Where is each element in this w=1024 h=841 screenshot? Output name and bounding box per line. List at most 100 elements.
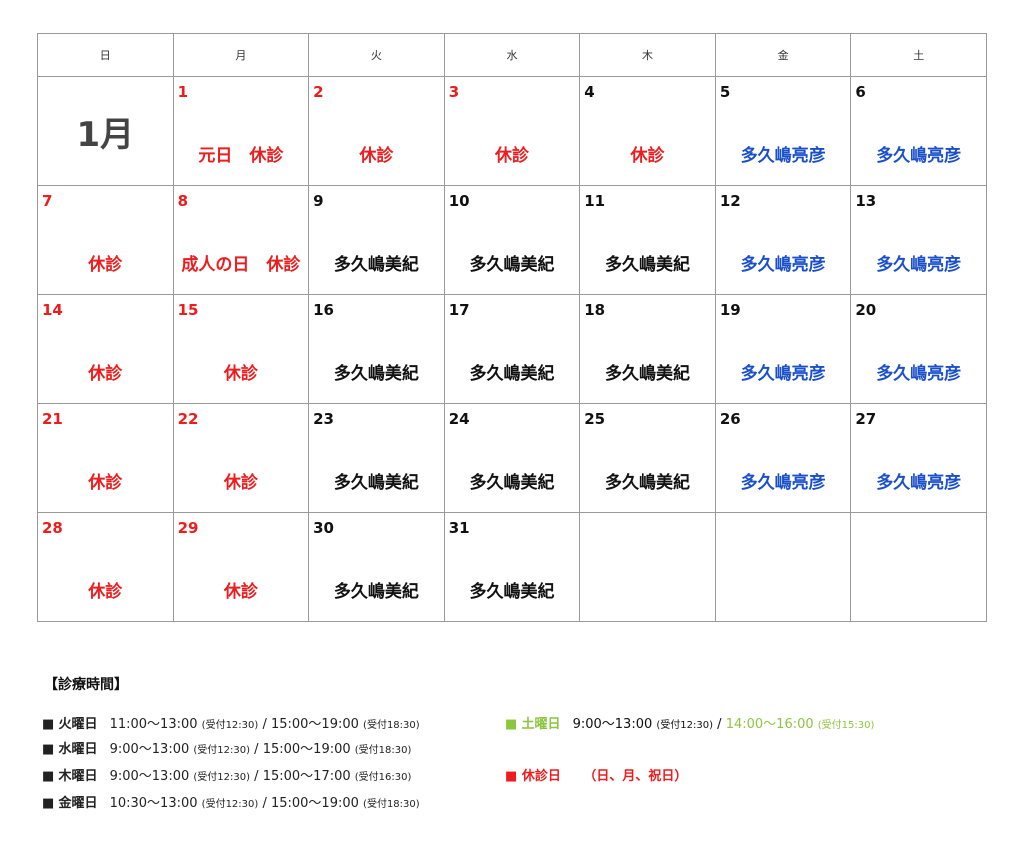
day-cell: 18 多久嶋美紀 xyxy=(579,294,716,404)
day-note: 多久嶋亮彦 xyxy=(740,364,826,384)
day-cell: 16 多久嶋美紀 xyxy=(308,294,445,404)
day-note: 多久嶋美紀 xyxy=(333,364,419,384)
day-note: 多久嶋美紀 xyxy=(605,255,691,275)
day-note: 多久嶋美紀 xyxy=(333,582,419,602)
day-number: 11 xyxy=(584,192,606,210)
day-note: 成人の日 休診 xyxy=(181,255,301,275)
tue-sep: / xyxy=(262,717,267,732)
hours-row-closed: ■ 休診日 （日、月、祝日） xyxy=(505,765,687,784)
day-number: 18 xyxy=(584,301,606,319)
day-number: 12 xyxy=(719,192,741,210)
day-cell: 11 多久嶋美紀 xyxy=(579,185,716,295)
calendar-table: 日 月 火 水 木 金 土 1月 1 元日 休診 2 休診 3 休診 4 休診 5 多久嶋亮彦 6 多久… xyxy=(37,33,987,622)
day-note: 休診 xyxy=(359,146,394,166)
day-note: 多久嶋亮彦 xyxy=(876,364,962,384)
fri-slot1: 10:30～13:00 xyxy=(109,796,198,811)
day-number: 19 xyxy=(719,301,741,319)
day-note: 休診 xyxy=(223,364,258,384)
day-note: 多久嶋美紀 xyxy=(469,255,555,275)
day-note: 多久嶋美紀 xyxy=(605,473,691,493)
wed-rec1: (受付12:30) xyxy=(193,745,251,756)
tue-rec2: (受付18:30) xyxy=(363,720,420,731)
fri-marker: ■ xyxy=(42,796,55,811)
day-note: 元日 休診 xyxy=(198,146,284,166)
wed-rec2: (受付18:30) xyxy=(354,745,412,756)
empty-day-cell xyxy=(850,512,987,622)
day-number: 21 xyxy=(42,410,63,428)
weekday-header-row: 日 月 火 水 木 金 土 xyxy=(37,33,987,77)
thu-marker: ■ xyxy=(42,769,55,784)
sat-slot2: 14:00～16:00 xyxy=(725,717,814,732)
day-cell: 17 多久嶋美紀 xyxy=(443,294,581,404)
day-cell: 6 多久嶋亮彦 xyxy=(850,76,987,186)
day-number: 23 xyxy=(313,410,334,428)
day-note: 多久嶋亮彦 xyxy=(740,255,826,275)
day-cell: 31 多久嶋美紀 xyxy=(443,512,581,622)
day-number: 7 xyxy=(42,192,53,210)
day-cell: 14 休診 xyxy=(37,294,174,404)
day-note: 休診 xyxy=(88,255,123,275)
day-number: 8 xyxy=(177,192,188,210)
day-number: 13 xyxy=(855,192,877,210)
sat-rec1: (受付12:30) xyxy=(656,720,714,731)
day-cell: 20 多久嶋亮彦 xyxy=(850,294,987,404)
hours-row-wed: ■ 水曜日 9:00～13:00 (受付12:30) / 15:00～19:00… xyxy=(42,738,411,757)
day-number: 27 xyxy=(855,410,877,428)
sat-marker: ■ xyxy=(505,717,518,732)
hours-row-tue: ■ 火曜日 11:00～13:00 (受付12:30) / 15:00～19:0… xyxy=(42,713,420,732)
hours-row-sat: ■ 土曜日 9:00～13:00 (受付12:30) / 14:00～16:00… xyxy=(505,713,874,732)
calendar-week-row: 28 休診 29 休診 30 多久嶋美紀 31 多久嶋美紀 xyxy=(37,512,987,622)
day-cell: 13 多久嶋亮彦 xyxy=(850,185,987,295)
day-number: 28 xyxy=(42,519,63,537)
calendar-body: 1月 1 元日 休診 2 休診 3 休診 4 休診 5 多久嶋亮彦 6 多久嶋亮彦 7 休診 8 成人の日 休診… xyxy=(37,76,987,622)
day-note: 多久嶋美紀 xyxy=(333,255,419,275)
wed-marker: ■ xyxy=(42,742,55,757)
day-cell: 8 成人の日 休診 xyxy=(172,185,310,295)
day-number: 4 xyxy=(584,83,595,101)
day-cell: 3 休診 xyxy=(443,76,581,186)
wed-sep: / xyxy=(254,742,259,757)
day-cell: 2 休診 xyxy=(308,76,445,186)
day-number: 2 xyxy=(313,83,324,101)
day-number: 22 xyxy=(177,410,199,428)
weekday-mon: 月 xyxy=(172,33,310,77)
thu-rec1: (受付12:30) xyxy=(193,772,251,783)
day-number: 24 xyxy=(448,410,470,428)
fri-slot2: 15:00～19:00 xyxy=(270,796,359,811)
day-note: 休診 xyxy=(88,473,123,493)
day-cell: 19 多久嶋亮彦 xyxy=(714,294,852,404)
day-note: 多久嶋美紀 xyxy=(605,364,691,384)
weekday-fri: 金 xyxy=(714,33,852,77)
day-cell: 26 多久嶋亮彦 xyxy=(714,403,852,513)
weekday-tue: 火 xyxy=(308,33,445,77)
day-cell: 28 休診 xyxy=(37,512,174,622)
day-note: 多久嶋亮彦 xyxy=(876,255,962,275)
month-label: 1月 xyxy=(76,115,135,155)
day-number: 25 xyxy=(584,410,606,428)
day-cell: 15 休診 xyxy=(172,294,310,404)
thu-sep: / xyxy=(254,769,259,784)
day-note: 休診 xyxy=(494,146,529,166)
day-cell: 30 多久嶋美紀 xyxy=(308,512,445,622)
empty-day-cell xyxy=(579,512,716,622)
day-number: 9 xyxy=(313,192,324,210)
closed-marker: ■ xyxy=(505,769,518,784)
day-cell: 27 多久嶋亮彦 xyxy=(850,403,987,513)
day-cell: 21 休診 xyxy=(37,403,174,513)
day-number: 30 xyxy=(313,519,334,537)
day-cell: 29 休診 xyxy=(172,512,310,622)
day-number: 6 xyxy=(855,83,866,101)
thu-slot1: 9:00～13:00 xyxy=(109,769,190,784)
calendar-week-row: 21 休診 22 休診 23 多久嶋美紀 24 多久嶋美紀 25 多久嶋美紀 26 多久嶋亮彦 27 多久… xyxy=(37,403,987,513)
day-note: 多久嶋亮彦 xyxy=(876,473,962,493)
wed-slot1: 9:00～13:00 xyxy=(109,742,190,757)
day-note: 多久嶋美紀 xyxy=(333,473,419,493)
hours-row-fri: ■ 金曜日 10:30～13:00 (受付12:30) / 15:00～19:0… xyxy=(42,792,420,811)
fri-sep: / xyxy=(262,796,267,811)
day-number: 29 xyxy=(177,519,199,537)
day-note: 多久嶋美紀 xyxy=(469,364,555,384)
sat-sep: / xyxy=(717,717,722,732)
hours-row-thu: ■ 木曜日 9:00～13:00 (受付12:30) / 15:00～17:00… xyxy=(42,765,411,784)
day-note: 休診 xyxy=(630,146,665,166)
calendar-week-row: 7 休診 8 成人の日 休診 9 多久嶋美紀 10 多久嶋美紀 11 多久嶋美紀 12 多久嶋亮彦 13… xyxy=(37,185,987,295)
